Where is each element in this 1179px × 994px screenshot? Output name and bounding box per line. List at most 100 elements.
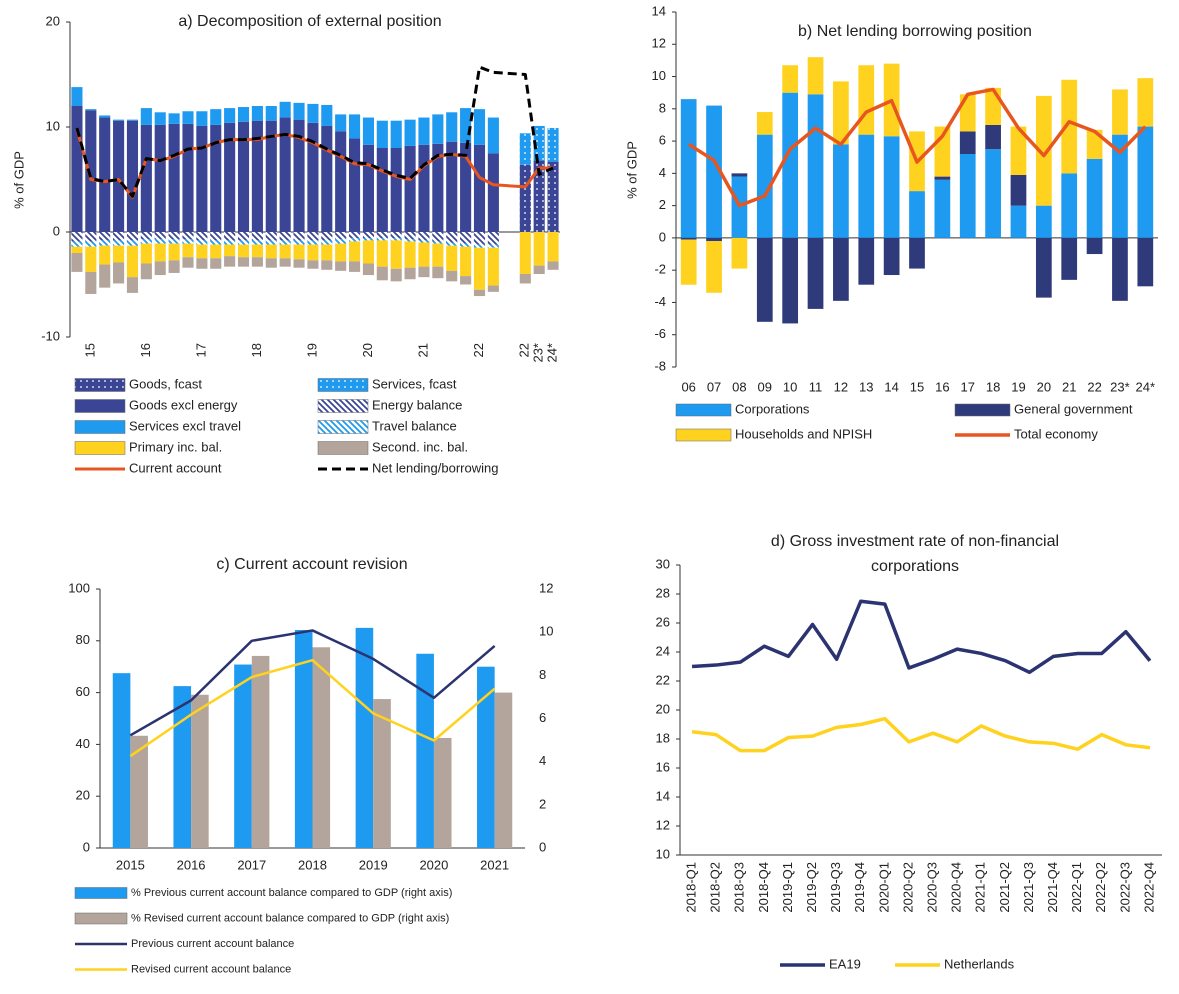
legend-label: EA19 [829, 956, 861, 971]
x-tick-label: 22 [471, 343, 486, 357]
bar [99, 232, 111, 241]
bar [251, 232, 263, 241]
bar [473, 144, 486, 232]
bar [210, 232, 222, 241]
bar [858, 134, 875, 238]
bar [140, 108, 152, 125]
y2-tick-label: 4 [539, 753, 546, 768]
bar [487, 153, 499, 232]
bar [349, 241, 361, 262]
bar [1010, 174, 1027, 206]
bar [1112, 237, 1128, 301]
bar [224, 240, 236, 245]
y2-tick-label: 12 [539, 580, 553, 595]
bar [279, 244, 291, 259]
bar [833, 144, 849, 238]
bar [251, 240, 263, 245]
bar [376, 266, 388, 281]
bar [196, 258, 208, 269]
bar [547, 261, 559, 270]
x-tick-label: 22 [1087, 379, 1101, 394]
y-tick-label: 14 [656, 788, 670, 803]
bar [321, 240, 333, 245]
bar [533, 160, 545, 232]
bar [1086, 158, 1103, 238]
bar [533, 232, 545, 266]
bar [210, 124, 222, 232]
bar [335, 232, 347, 240]
bar [446, 112, 458, 142]
x-tick-label: 2020-Q3 [924, 862, 939, 913]
bar [883, 237, 900, 276]
bar [376, 232, 388, 239]
x-tick-label: 15 [910, 379, 924, 394]
x-tick-label: 23* [1110, 379, 1130, 394]
y-tick-label: 12 [656, 817, 670, 832]
bar [237, 107, 250, 122]
bar [404, 241, 416, 268]
y-tick-label: 30 [656, 556, 670, 571]
bar [731, 237, 748, 269]
bar [307, 103, 319, 123]
bar [362, 232, 374, 239]
x-tick-label: 2019-Q4 [852, 862, 867, 913]
y-tick-label: 10 [46, 118, 60, 133]
bar [154, 112, 166, 125]
x-tick-label: 2022-Q4 [1141, 862, 1156, 913]
legend-label: Net lending/borrowing [372, 460, 498, 475]
x-tick-label: 19 [1011, 379, 1025, 394]
legend-label: Energy balance [372, 397, 462, 412]
legend-label: Revised current account balance [131, 963, 291, 975]
x-tick-label: 18 [249, 343, 264, 357]
bar [224, 122, 236, 232]
bar [432, 243, 444, 267]
legend-label: Netherlands [944, 956, 1015, 971]
bar [210, 240, 222, 245]
legend-label: Primary inc. bal. [129, 439, 222, 454]
legend-swatch [74, 420, 126, 434]
x-tick-label: 2018 [298, 857, 327, 872]
bar [959, 154, 976, 238]
bar [473, 109, 486, 145]
bar [140, 243, 152, 264]
x-tick-label: 14 [884, 379, 898, 394]
bar [487, 244, 499, 248]
bar [433, 737, 452, 848]
x-tick-label: 2021-Q3 [1021, 862, 1036, 913]
x-tick-label: 10 [783, 379, 797, 394]
bar [756, 112, 773, 135]
bar [140, 263, 152, 280]
x-tick-label: 20 [360, 343, 375, 357]
x-tick-label: 07 [707, 379, 721, 394]
bar [168, 239, 180, 244]
bar [279, 117, 291, 232]
bar [460, 276, 472, 285]
bar [335, 114, 347, 132]
legend-swatch [74, 399, 126, 413]
bar [71, 253, 83, 272]
bar [706, 241, 722, 293]
bar [362, 240, 374, 264]
bar [418, 242, 430, 267]
legend-swatch [675, 403, 732, 417]
bar [99, 117, 111, 232]
bar [335, 239, 347, 244]
bar [362, 263, 374, 276]
bar [182, 243, 194, 258]
x-tick-label: 2018-Q3 [732, 862, 747, 913]
x-tick-label: 22 [517, 343, 532, 357]
legend-label: Goods, fcast [129, 376, 202, 391]
legend-swatch [317, 378, 369, 392]
legend-swatch [317, 420, 369, 434]
y-tick-label: 28 [656, 585, 670, 600]
legend-swatch [74, 912, 128, 925]
y-tick-label: 10 [652, 68, 666, 83]
bar [349, 138, 361, 232]
legend-label: Current account [129, 460, 222, 475]
x-tick-label: 2017 [237, 857, 266, 872]
bar [519, 274, 531, 284]
bar [833, 81, 849, 145]
y-tick-label: 20 [656, 701, 670, 716]
bar [321, 104, 333, 126]
line-series [691, 716, 1151, 753]
